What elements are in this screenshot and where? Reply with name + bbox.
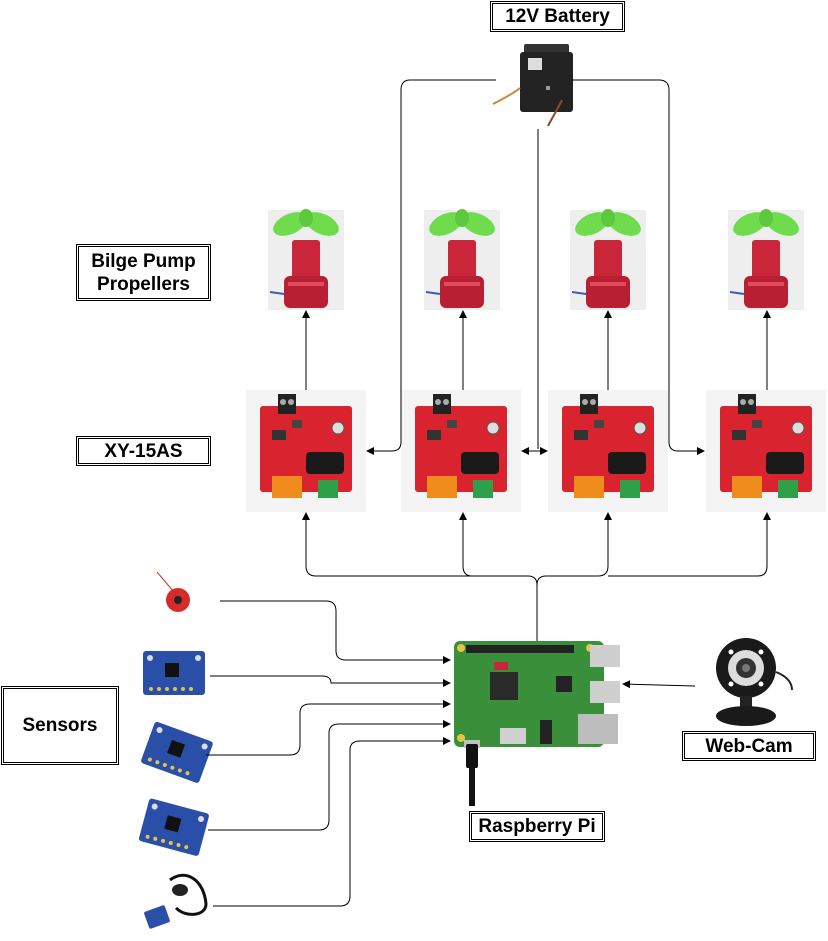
driver-label: XY-15AS [76,436,211,466]
battery-icon [492,44,573,127]
webcam-icon [716,638,793,726]
sensor-probe-icon [144,873,208,929]
propellers-label: Bilge Pump Propellers [76,244,211,301]
raspberry-pi-board-icon [454,641,620,806]
connection-lines [206,79,771,907]
motor-driver-board-icon [547,389,669,513]
sensor-board-icon [140,721,214,784]
raspberry-pi-label: Raspberry Pi [469,811,605,842]
sensor-board-icon [138,797,210,857]
propeller-icon [423,206,501,311]
motor-driver-board-icon [245,389,367,513]
motor-driver-board-icon [705,389,827,513]
battery-label: 12V Battery [490,1,625,32]
sensors-label: Sensors [1,686,119,765]
propeller-icon [727,206,805,311]
buzzer-icon [156,571,190,612]
motor-driver-board-icon [400,389,522,513]
webcam-label: Web-Cam [682,731,816,761]
propeller-icon [569,206,647,311]
propeller-icon [267,206,345,311]
sensor-board-icon [143,651,205,695]
